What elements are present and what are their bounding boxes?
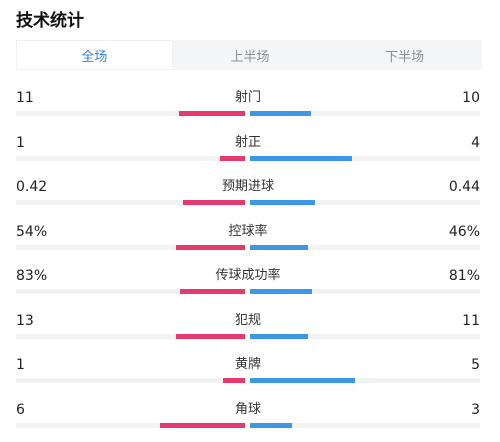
- away-bar: [250, 244, 308, 250]
- stat-row-fouls: 13 犯规 11: [16, 313, 480, 353]
- home-track: [16, 333, 245, 339]
- home-value: 0.42: [16, 179, 48, 195]
- stat-label: 角球: [234, 401, 261, 417]
- home-track: [16, 422, 245, 428]
- stat-row-corners: 6 角球 3: [16, 402, 480, 442]
- away-value: 5: [471, 357, 480, 373]
- away-bar: [250, 289, 312, 294]
- away-track: [250, 333, 480, 339]
- stat-row-expected-goals: 0.42 预期进球 0.44: [16, 179, 480, 219]
- stat-row-shots: 11 射门 10: [16, 90, 480, 130]
- home-track: [16, 155, 245, 161]
- stat-row-yellow-cards: 1 黄牌 5: [16, 357, 480, 397]
- home-value: 13: [16, 312, 34, 329]
- away-value: 4: [471, 134, 480, 151]
- tab-full-match[interactable]: 全场: [16, 40, 173, 70]
- away-bar: [250, 333, 308, 339]
- home-track: [16, 289, 245, 294]
- period-tabs: 全场 上半场 下半场: [16, 40, 482, 70]
- stat-row-shots-on-target: 1 射正 4: [16, 135, 480, 175]
- away-track: [250, 200, 480, 205]
- home-value: 11: [16, 90, 34, 106]
- away-track: [250, 111, 480, 116]
- home-track: [16, 378, 245, 383]
- away-value: 0.44: [448, 179, 480, 195]
- away-bar: [250, 200, 315, 205]
- away-bar: [250, 378, 355, 383]
- away-bar: [250, 111, 311, 116]
- stat-row-possession: 54% 控球率 46%: [16, 224, 480, 264]
- tab-second-half[interactable]: 下半场: [385, 49, 425, 65]
- page-title: 技术统计: [16, 11, 84, 31]
- stat-label: 黄牌: [234, 357, 261, 372]
- home-track: [16, 200, 245, 205]
- home-bar: [179, 111, 245, 116]
- home-track: [16, 244, 245, 250]
- stat-row-pass-accuracy: 83% 传球成功率 81%: [16, 268, 480, 308]
- stat-label: 预期进球: [221, 179, 274, 194]
- home-value: 1: [16, 134, 25, 151]
- away-track: [250, 422, 480, 428]
- away-track: [250, 289, 480, 294]
- stat-label: 犯规: [234, 312, 261, 328]
- home-bar: [180, 289, 245, 294]
- away-track: [250, 378, 480, 383]
- away-bar: [250, 155, 352, 161]
- away-value: 46%: [448, 223, 480, 240]
- home-value: 6: [16, 401, 25, 418]
- home-value: 54%: [16, 223, 48, 240]
- home-value: 1: [16, 357, 25, 373]
- home-bar: [223, 378, 245, 383]
- away-value: 81%: [448, 268, 480, 284]
- stat-label: 射门: [234, 90, 261, 105]
- away-value: 11: [462, 312, 480, 329]
- away-track: [250, 244, 480, 250]
- away-value: 3: [471, 401, 480, 418]
- home-track: [16, 111, 245, 116]
- stat-label: 射正: [234, 134, 261, 150]
- stat-label: 控球率: [228, 223, 268, 239]
- away-bar: [250, 422, 292, 428]
- tab-first-half[interactable]: 上半场: [230, 49, 270, 65]
- home-value: 83%: [16, 268, 48, 284]
- home-bar: [176, 333, 245, 339]
- away-track: [250, 155, 480, 161]
- home-bar: [220, 155, 245, 161]
- away-value: 10: [462, 90, 480, 106]
- home-bar: [176, 244, 245, 250]
- stat-label: 传球成功率: [215, 268, 281, 283]
- home-bar: [160, 422, 245, 428]
- home-bar: [183, 200, 245, 205]
